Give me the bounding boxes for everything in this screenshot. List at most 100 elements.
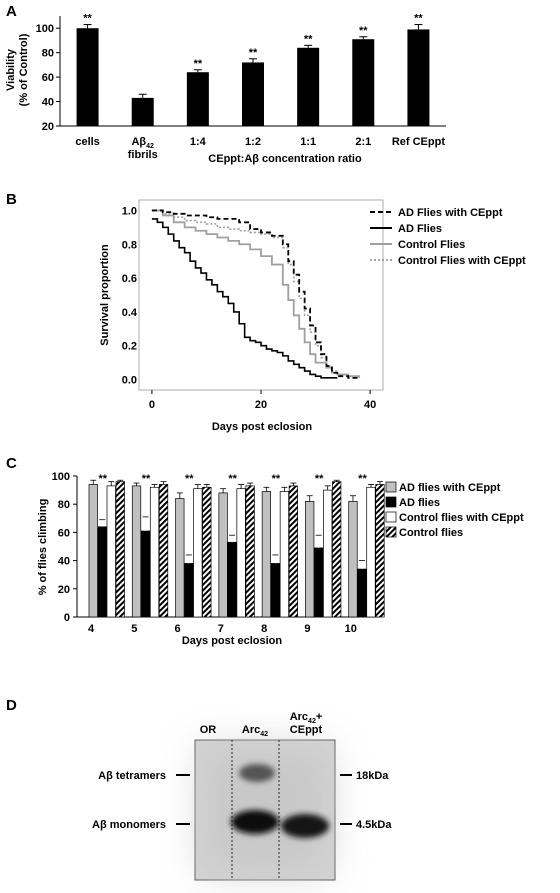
c-y-tick-label: 40 [58, 556, 70, 568]
c-category-label: 10 [345, 623, 357, 635]
a-bar [297, 47, 320, 126]
c-legend-swatch [385, 481, 397, 493]
c-category-label: 8 [261, 623, 267, 635]
c-bar [236, 488, 246, 618]
b-legend-label: Control Flies [398, 239, 465, 251]
a-bar [76, 28, 99, 126]
b-y-tick-label: 1.0 [122, 205, 137, 217]
a-y-tick-label: 80 [42, 48, 54, 60]
a-significance-mark: ** [249, 47, 258, 59]
c-bar [357, 568, 367, 618]
c-bar [348, 501, 358, 618]
c-bar [245, 485, 255, 618]
b-y-axis-label: Survival proportion [99, 244, 111, 346]
c-bar [261, 491, 271, 618]
a-category-label: fibrils [128, 149, 158, 161]
b-series-line [151, 209, 360, 379]
c-bar [149, 486, 160, 618]
a-bar [242, 62, 264, 126]
c-bar [184, 563, 194, 618]
c-bar [314, 547, 324, 618]
c-bar [131, 485, 142, 618]
panel-label-b: B [6, 191, 17, 208]
b-x-axis-label: Days post eclosion [212, 421, 313, 433]
survival-line-chart: 0.0 0.2 0.4 0.6 0.8 1.0 0 20 40 Days post eclosio… [99, 199, 526, 433]
c-bar [270, 563, 280, 618]
c-category-label: 6 [175, 623, 181, 635]
c-y-axis-label: % of flies climbing [37, 499, 49, 596]
label-monomers: Aβ monomers [92, 819, 166, 831]
band-monomer-arc42 [231, 810, 279, 834]
a-y-tick-label: 100 [36, 23, 54, 35]
c-bar [375, 484, 385, 618]
a-significance-mark: ** [194, 58, 203, 70]
panel-label-a: A [6, 3, 17, 20]
c-legend-swatch [385, 511, 397, 523]
b-y-tick-label: 0.4 [122, 307, 138, 319]
b-legend-label: AD Flies [398, 223, 442, 235]
b-y-tick-label: 0.8 [122, 239, 137, 251]
c-bar [193, 488, 203, 618]
a-significance-mark: ** [83, 13, 92, 25]
a-y-tick-label: 40 [42, 97, 54, 109]
a-y-tick-label: 20 [42, 121, 54, 133]
c-legend-swatch [385, 526, 397, 538]
c-significance-mark: ** [142, 473, 151, 485]
c-bar [140, 530, 151, 618]
lane-label-or: OR [200, 724, 217, 736]
c-significance-mark: ** [228, 473, 237, 485]
c-legend-label: Control flies [399, 527, 463, 539]
c-bar [323, 489, 333, 618]
western-blot-panel: OR Arc42 Arc42+ CEppt Aβ tetramers Aβ mo… [92, 711, 392, 881]
a-y-tick-label: 60 [42, 72, 54, 84]
c-bar [88, 484, 98, 618]
a-x-axis-label: CEppt:Aβ concentration ratio [208, 153, 362, 165]
c-category-label: 4 [88, 623, 95, 635]
band-monomer-arc42-ceppt [281, 814, 329, 838]
c-bar [175, 498, 185, 618]
c-significance-mark: ** [358, 473, 367, 485]
a-bar [186, 72, 209, 126]
a-category-label: cells [75, 136, 99, 148]
c-legend-label: Control flies with CEppt [399, 512, 524, 524]
a-category-label: Ref CEppt [392, 136, 446, 148]
b-x-tick-label: 40 [364, 399, 376, 411]
a-category-label: 1:1 [300, 136, 316, 148]
c-y-tick-label: 100 [52, 471, 70, 483]
lane-label-arc42: Arc42 [242, 724, 268, 738]
c-y-tick-label: 60 [58, 527, 70, 539]
a-significance-mark: ** [304, 33, 313, 45]
c-bar [227, 541, 237, 618]
b-y-tick-label: 0.0 [122, 375, 137, 387]
c-bar [202, 486, 212, 618]
c-significance-mark: ** [272, 473, 281, 485]
b-series-line [151, 218, 338, 379]
c-legend-label: AD flies with CEppt [399, 482, 501, 494]
b-x-tick-label: 20 [255, 399, 267, 411]
b-legend-label: Control Flies with CEppt [398, 255, 526, 267]
a-category-label: Aβ42 [131, 136, 154, 150]
c-category-label: 7 [218, 623, 224, 635]
c-bar [332, 481, 342, 618]
panel-label-c: C [6, 455, 17, 472]
c-bar [305, 501, 315, 618]
c-bar [279, 491, 289, 618]
climbing-bar-chart: 0 20 40 60 80 100 % of flies climbing ** 4 ** 5 ** 6… [37, 471, 524, 647]
a-bar [352, 39, 375, 126]
label-18kda: 18kDa [356, 770, 389, 782]
panel-label-d: D [6, 697, 17, 714]
c-y-tick-label: 20 [58, 584, 70, 596]
a-category-label: 1:4 [190, 136, 207, 148]
a-bar [131, 97, 154, 126]
c-bar [106, 485, 116, 618]
viability-bar-chart: 20 40 60 80 100 Viability(% of Control) ** cell… [5, 13, 446, 165]
c-significance-mark: ** [98, 473, 107, 485]
c-legend-label: AD flies [399, 497, 440, 509]
a-category-label: 1:2 [245, 136, 261, 148]
c-bar [288, 485, 298, 618]
c-bar [218, 492, 228, 618]
b-legend-label: AD Flies with CEppt [398, 207, 503, 219]
c-category-label: 5 [131, 623, 137, 635]
a-significance-mark: ** [414, 13, 423, 25]
